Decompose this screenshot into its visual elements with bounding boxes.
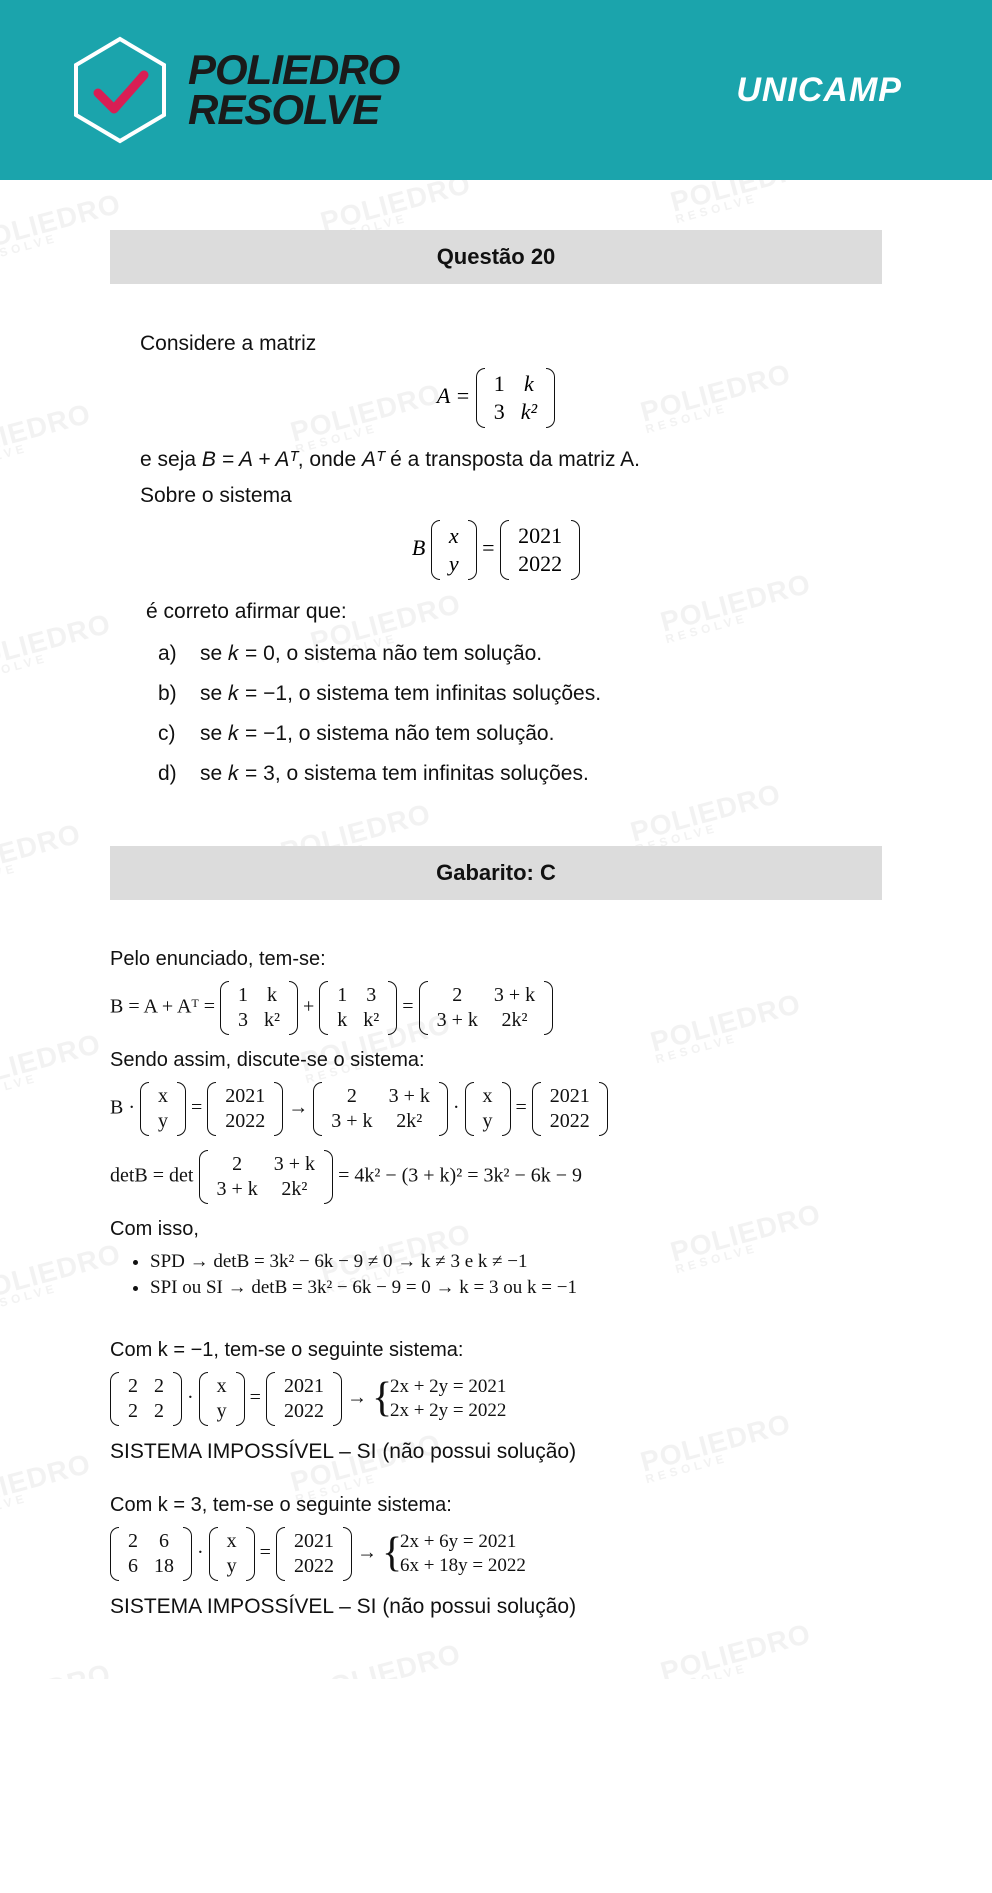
case1-eq: 22 22 · xy = 20212022 → 2x + 2y = 2021 2…	[110, 1372, 882, 1426]
case2-eq: 26 618 · xy = 20212022 → 2x + 6y = 2021 …	[110, 1527, 882, 1581]
option-c: c)se 𝑘 = −1, o sistema não tem solução.	[158, 722, 852, 746]
system-equation: B x y = 2021 2022	[140, 520, 852, 580]
option-b: b)se 𝑘 = −1, o sistema tem infinitas sol…	[158, 682, 852, 706]
case2-title: Com k = 3, tem-se o seguinte sistema:	[110, 1494, 882, 1517]
logo-hexagon-icon	[70, 35, 170, 145]
sol-bullets: SPD → detB = 3k² − 6k − 9 ≠ 0 → k ≠ 3 e …	[150, 1251, 882, 1299]
case1-title: Com k = −1, tem-se o seguinte sistema:	[110, 1339, 882, 1362]
brand: POLIEDRO RESOLVE	[70, 35, 399, 145]
option-d: d)se 𝑘 = 3, o sistema tem infinitas solu…	[158, 762, 852, 786]
exam-name: UNICAMP	[736, 71, 902, 110]
sol-p2: Sendo assim, discute-se o sistema:	[110, 1049, 882, 1072]
sol-p3: Com isso,	[110, 1218, 882, 1241]
sol-eq3: detB = det 23 + k 3 + k2k² = 4k² − (3 + …	[110, 1150, 882, 1204]
brand-line2: RESOLVE	[188, 90, 399, 130]
option-a: a)se 𝑘 = 0, o sistema não tem solução.	[158, 642, 852, 666]
answer-bar: Gabarito: C	[110, 846, 882, 900]
sol-p1: Pelo enunciado, tem-se:	[110, 948, 882, 971]
bullet-spi: SPI ou SI → detB = 3k² − 6k − 9 = 0 → k …	[150, 1277, 882, 1299]
case2-result: SISTEMA IMPOSSÍVEL – SI (não possui solu…	[110, 1595, 882, 1619]
bullet-spd: SPD → detB = 3k² − 6k − 9 ≠ 0 → k ≠ 3 e …	[150, 1251, 882, 1273]
case1-result: SISTEMA IMPOSSÍVEL – SI (não possui solu…	[110, 1440, 882, 1464]
brand-text: POLIEDRO RESOLVE	[188, 50, 399, 130]
question-block: Considere a matriz A = 1k 3k² e seja B =…	[140, 332, 852, 786]
brand-line1: POLIEDRO	[188, 50, 399, 90]
solution-block: Pelo enunciado, tem-se: B = A + Aᵀ = 1k …	[110, 948, 882, 1619]
page-body: Questão 20 Considere a matriz A = 1k 3k²…	[0, 180, 992, 1679]
affirm-text: é correto afirmar que:	[146, 600, 852, 624]
sol-eq1: B = A + Aᵀ = 1k 3k² + 13 kk² = 23 + k 3 …	[110, 981, 882, 1035]
options-list: a)se 𝑘 = 0, o sistema não tem solução. b…	[158, 642, 852, 786]
page-header: POLIEDRO RESOLVE UNICAMP	[0, 0, 992, 180]
question-bar: Questão 20	[110, 230, 882, 284]
question-intro2: e seja B = A + Aᵀ, onde Aᵀ é a transpost…	[140, 448, 852, 472]
system-label: Sobre o sistema	[140, 484, 852, 508]
matrix-A: A = 1k 3k²	[140, 368, 852, 428]
sol-eq2: B · xy = 20212022 → 23 + k 3 + k2k² · xy…	[110, 1082, 882, 1136]
question-intro1: Considere a matriz	[140, 332, 852, 356]
